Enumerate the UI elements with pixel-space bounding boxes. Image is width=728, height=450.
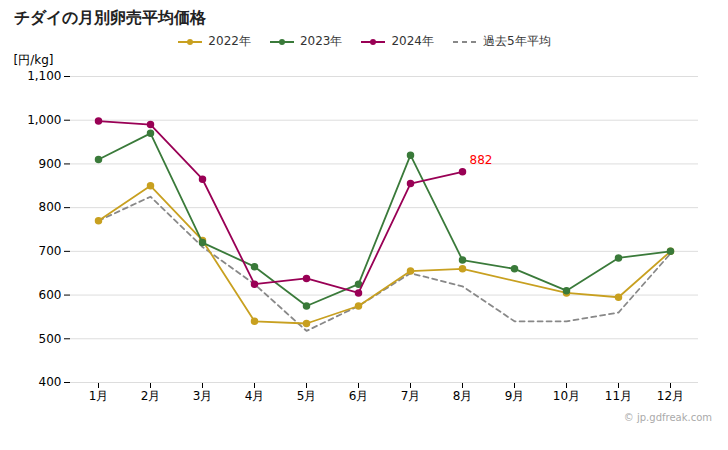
svg-text:700: 700 bbox=[39, 244, 62, 258]
html-text:チダイの月別卵売平均価格: チダイの月別卵売平均価格 bbox=[14, 8, 206, 27]
svg-text:4月: 4月 bbox=[245, 389, 265, 403]
svg-text:[円/kg]: [円/kg] bbox=[14, 53, 54, 67]
svg-text:1,000: 1,000 bbox=[27, 113, 61, 127]
svg-text:6月: 6月 bbox=[349, 389, 369, 403]
svg-text:11月: 11月 bbox=[605, 389, 632, 403]
svg-text:500: 500 bbox=[39, 332, 62, 346]
html-text:2023年: 2023年 bbox=[299, 34, 343, 48]
svg-text:7月: 7月 bbox=[401, 389, 421, 403]
svg-text:5月: 5月 bbox=[297, 389, 317, 403]
html-text:2022年: 2022年 bbox=[208, 34, 251, 48]
svg-text:2月: 2月 bbox=[141, 389, 161, 403]
svg-text:8月: 8月 bbox=[453, 389, 473, 403]
svg-text:600: 600 bbox=[39, 288, 62, 302]
svg-text:9月: 9月 bbox=[505, 389, 525, 403]
svg-text:12月: 12月 bbox=[657, 389, 684, 403]
html-text:過去5年平均: 過去5年平均 bbox=[483, 34, 551, 48]
svg-text:900: 900 bbox=[39, 157, 62, 171]
svg-text:1,100: 1,100 bbox=[27, 69, 61, 83]
svg-text:400: 400 bbox=[39, 375, 62, 389]
svg-text:882: 882 bbox=[470, 153, 493, 167]
html-text:2024年: 2024年 bbox=[391, 34, 434, 48]
svg-text:1月: 1月 bbox=[89, 389, 109, 403]
svg-text:800: 800 bbox=[39, 200, 62, 214]
svg-text:3月: 3月 bbox=[193, 389, 213, 403]
svg-text:10月: 10月 bbox=[553, 389, 580, 403]
html-text:© jp.gdfreak.com: © jp.gdfreak.com bbox=[623, 412, 712, 423]
